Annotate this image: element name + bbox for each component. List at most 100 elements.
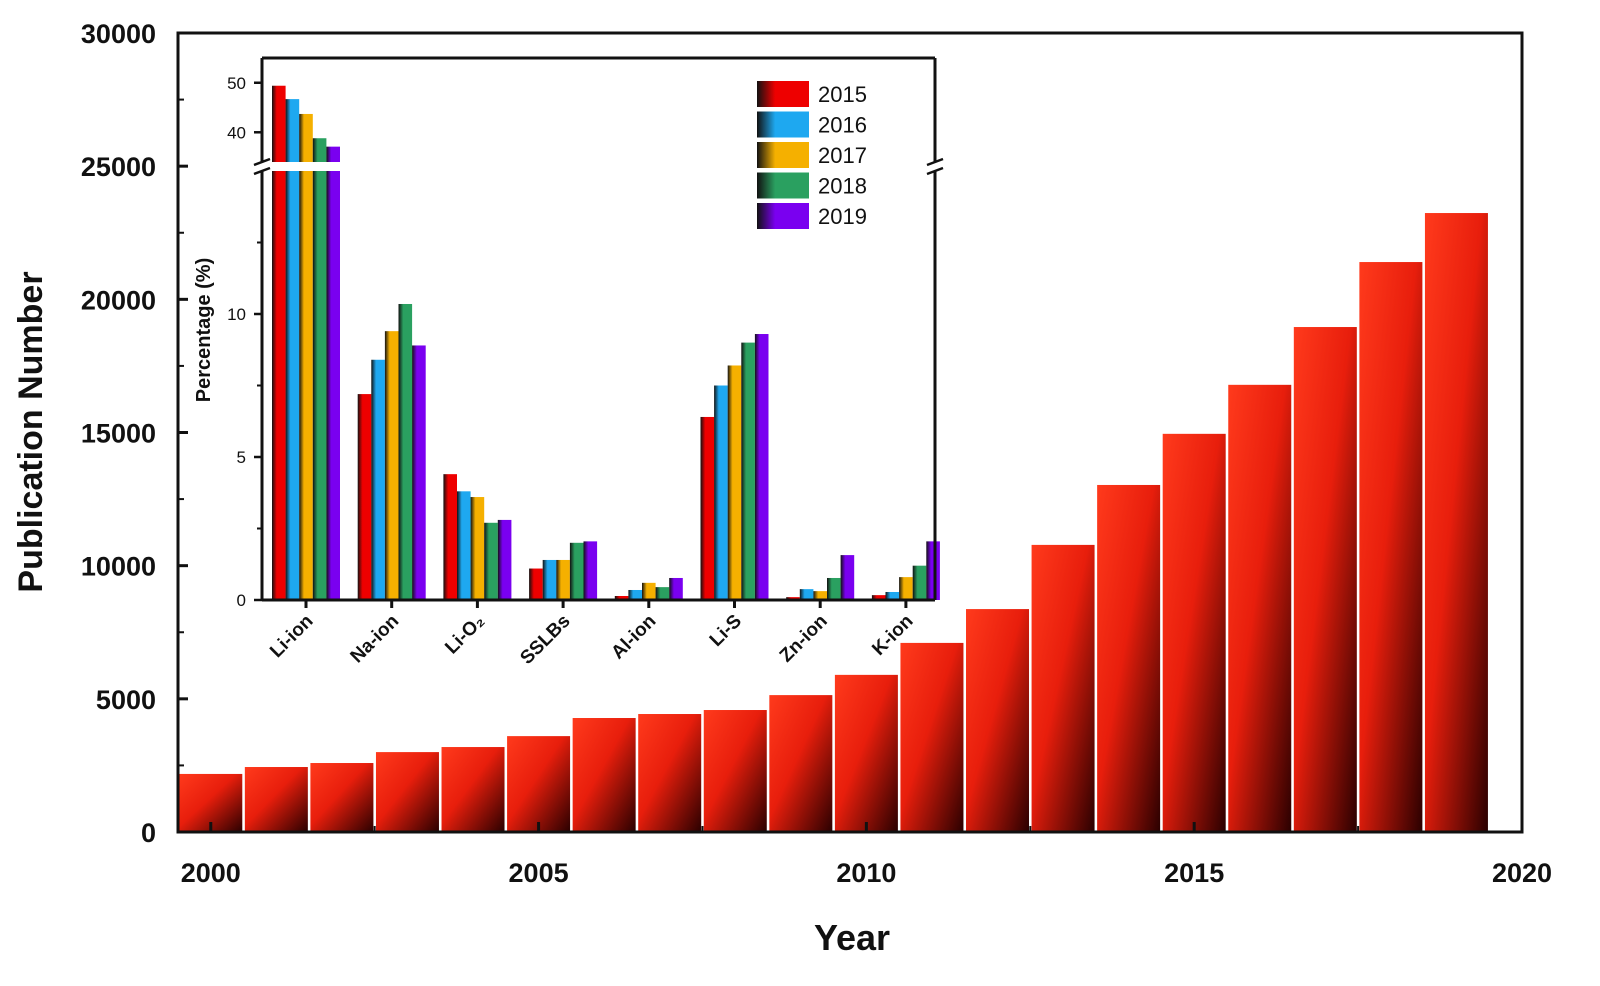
bar-2019 xyxy=(1424,213,1488,833)
inset-bar-2016 xyxy=(371,359,385,600)
inset-bar-2016 xyxy=(885,591,900,600)
inset-bar-2019 xyxy=(412,345,426,600)
legend-label-2015: 2015 xyxy=(818,82,867,107)
y-tick-label: 0 xyxy=(141,818,156,848)
bar-2013 xyxy=(1031,544,1095,832)
axis-break-mark xyxy=(926,157,944,167)
inset-bar-2017 xyxy=(899,577,913,600)
inset-bar-2017 xyxy=(470,497,485,600)
legend-swatch-2018 xyxy=(757,172,809,199)
legend-label-2018: 2018 xyxy=(818,174,867,199)
inset-bar-2017 xyxy=(556,559,570,600)
inset-bar-2018 xyxy=(398,303,413,600)
legend-label-2019: 2019 xyxy=(818,204,867,229)
bar-2004 xyxy=(441,747,505,832)
inset-y-tick-label: 5 xyxy=(237,448,246,467)
legend-swatch-2017 xyxy=(757,142,809,168)
inset-bar-2016 xyxy=(457,491,471,600)
inset-chart: Li-ion Na-ion Li-O₂ SSLBs Al-ion Li-S Zn-ion K-… xyxy=(227,56,1011,669)
inset-bar-2015 xyxy=(272,171,286,600)
y-tick-label: 30000 xyxy=(81,19,156,49)
legend-label-2017: 2017 xyxy=(818,143,867,168)
inset-bar-2017 xyxy=(642,582,656,600)
bar-2015 xyxy=(1162,433,1226,832)
bar-2011 xyxy=(900,642,964,832)
inset-bar-2015 xyxy=(700,416,715,600)
x-tick-label: 2005 xyxy=(509,858,569,888)
bar-2007 xyxy=(638,714,702,832)
y-tick-label: 10000 xyxy=(81,552,156,582)
inset-bar-2019 xyxy=(497,519,512,600)
inset-bar-2019 xyxy=(840,555,855,600)
bar-2009 xyxy=(769,695,833,832)
bar-2003 xyxy=(375,752,439,832)
main-axes: 0 5000 10000 15000 20000 25000 30000 2000 2005 20… xyxy=(81,19,1552,888)
y-tick-label: 20000 xyxy=(81,285,156,315)
inset-bar-2018 xyxy=(312,171,327,600)
inset-bar-2018 xyxy=(484,522,498,600)
inset-bar-2017 xyxy=(813,591,827,600)
x-tick-label: 2010 xyxy=(836,858,896,888)
bar-2017 xyxy=(1293,327,1357,832)
inset-bar-2015-upper xyxy=(272,85,286,162)
axis-break-gap xyxy=(248,163,338,170)
inset-bar-2019 xyxy=(926,541,940,600)
axis-break-mark xyxy=(253,166,271,176)
inset-bar-2018 xyxy=(569,542,584,600)
inset-bar-2016 xyxy=(542,559,557,600)
inset-bar-2019 xyxy=(754,334,769,600)
inset-category-label: Zn-ion xyxy=(776,611,832,667)
legend-swatch-2019 xyxy=(757,203,809,229)
x-tick-label: 2015 xyxy=(1164,858,1224,888)
bar-2005 xyxy=(507,736,571,832)
inset-bar-2019 xyxy=(326,171,340,600)
main-bars xyxy=(179,213,1488,833)
legend-swatch-2015 xyxy=(757,81,809,107)
inset-y-tick-label: 50 xyxy=(227,74,246,93)
bar-2001 xyxy=(244,767,308,832)
y-tick-label: 5000 xyxy=(96,685,156,715)
inset-bar-2015 xyxy=(871,595,886,600)
inset-bar-2018 xyxy=(912,565,927,600)
bar-2016 xyxy=(1228,384,1292,832)
legend-label-2016: 2016 xyxy=(818,113,867,138)
inset-category-label: Li-O₂ xyxy=(441,611,489,659)
inset-y-tick-label: 0 xyxy=(237,591,246,610)
inset-bar-2017 xyxy=(384,331,399,600)
inset-bar-2015 xyxy=(614,595,629,600)
inset-category-label: Al-ion xyxy=(607,611,660,664)
axis-break-mark xyxy=(253,157,271,167)
y-axis-label: Publication Number xyxy=(12,271,50,592)
inset-bar-2016 xyxy=(799,589,814,600)
inset-bar-2015 xyxy=(357,394,372,600)
axis-break-gap xyxy=(921,163,1011,170)
x-tick-label: 2000 xyxy=(181,858,241,888)
inset-bar-2015 xyxy=(529,568,543,600)
bar-2014 xyxy=(1097,484,1161,832)
bar-2012 xyxy=(966,609,1030,832)
inset-category-label: SSLBs xyxy=(516,611,574,669)
inset-bar-2016-upper xyxy=(285,99,300,162)
inset-bar-2018-upper xyxy=(312,138,327,162)
inset-bar-2016 xyxy=(714,385,728,600)
inset-bar-2018 xyxy=(741,342,755,600)
inset-category-label: Na-ion xyxy=(347,611,404,668)
x-tick-label: 2020 xyxy=(1492,858,1552,888)
x-axis-label: Year xyxy=(814,917,890,958)
inset-y-axis-label: Percentage (%) xyxy=(193,258,215,403)
legend-swatch-2016 xyxy=(757,111,809,138)
inset-bar-2016 xyxy=(285,171,300,600)
bar-2002 xyxy=(310,763,374,832)
bar-2010 xyxy=(834,674,898,832)
inset-bar-2019 xyxy=(669,577,683,600)
inset-y-tick-label: 10 xyxy=(227,305,246,324)
inset-y-tick-label: 40 xyxy=(227,123,246,142)
bar-2008 xyxy=(703,710,767,832)
y-tick-label: 25000 xyxy=(81,152,156,182)
inset-bar-2019-upper xyxy=(326,146,340,162)
inset-bar-2018 xyxy=(827,577,841,600)
inset-bar-2018 xyxy=(655,587,670,600)
inset-bar-2015 xyxy=(443,474,457,600)
inset-bar-2019 xyxy=(583,541,598,600)
